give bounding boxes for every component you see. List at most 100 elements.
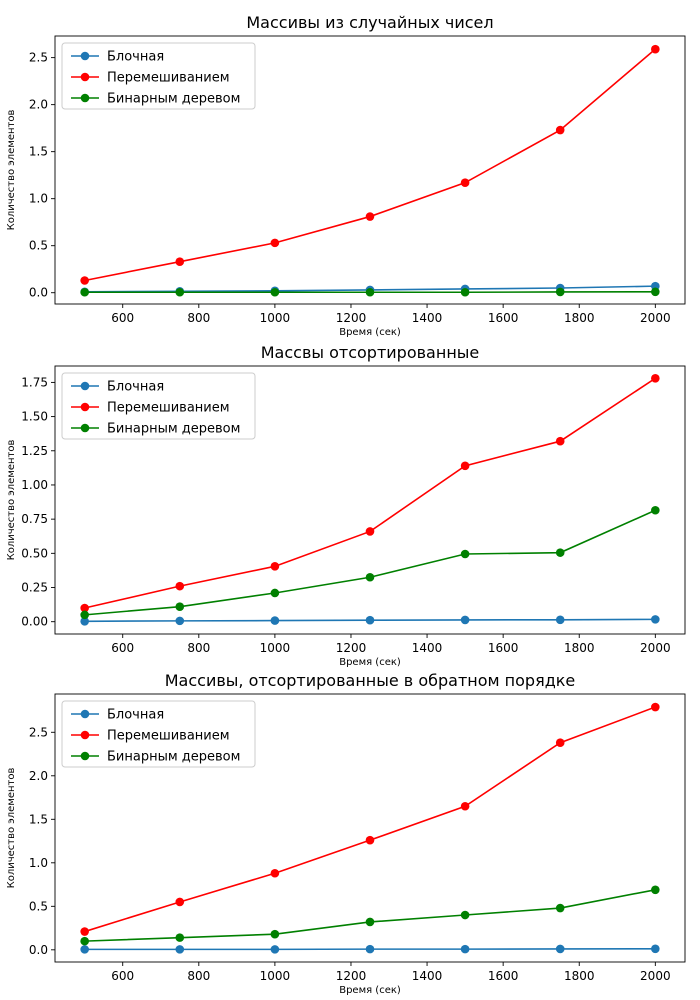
data-point [651, 505, 660, 515]
legend-swatch-marker [80, 730, 90, 740]
y-tick-label: 0.00 [21, 615, 48, 629]
data-point [365, 572, 375, 582]
data-point [175, 945, 185, 954]
data-point [555, 548, 565, 557]
data-point [365, 212, 375, 221]
data-point [460, 549, 470, 559]
x-tick-label: 800 [187, 641, 210, 655]
data-point [460, 910, 470, 920]
x-tick-label: 1400 [412, 311, 443, 325]
chart-title: Массивы из случайных чисел [246, 13, 493, 32]
y-tick-label: 0.5 [29, 899, 48, 913]
x-tick-label: 1200 [336, 641, 367, 655]
legend: Блочная Перемешиванием Бинарным деревом [61, 700, 256, 768]
data-point [270, 588, 280, 598]
y-tick-label: 0.50 [21, 546, 48, 560]
data-point [80, 603, 89, 613]
chart-title: Массвы отсортированные [261, 343, 480, 362]
x-tick-label: 1000 [260, 969, 291, 983]
y-tick-label: 2.0 [29, 98, 48, 112]
data-point [270, 945, 280, 954]
x-tick-label: 1000 [260, 641, 291, 655]
y-tick-label: 0.25 [21, 581, 48, 595]
chart-3: Массивы, отсортированные в обратном поря… [6, 671, 686, 996]
chart-title: Массивы, отсортированные в обратном поря… [165, 671, 576, 690]
x-tick-label: 800 [187, 969, 210, 983]
legend-swatch-marker [80, 709, 90, 719]
data-point [651, 944, 660, 954]
data-point [80, 616, 89, 626]
y-tick-label: 0.75 [21, 512, 48, 526]
data-point [80, 287, 89, 297]
x-axis-label: Время (сек) [339, 985, 401, 996]
y-tick-label: 1.5 [29, 145, 48, 159]
series-line-3 [84, 509, 656, 616]
data-point [460, 944, 470, 954]
legend-box [61, 700, 256, 768]
legend-box [61, 372, 256, 440]
data-point [365, 527, 375, 536]
legend-swatch-marker [80, 72, 90, 82]
data-point [555, 287, 565, 297]
legend-swatch-marker [80, 51, 90, 61]
x-tick-label: 2000 [640, 311, 671, 325]
data-point [175, 933, 185, 942]
x-tick-label: 1800 [564, 641, 595, 655]
y-tick-label: 1.25 [21, 444, 48, 458]
x-tick-label: 1800 [564, 969, 595, 983]
data-point [365, 287, 375, 297]
x-axis-label: Время (сек) [339, 657, 401, 668]
legend-label: Бинарным деревом [107, 422, 240, 437]
y-tick-label: 2.5 [29, 51, 48, 65]
legend-label: Блочная [107, 708, 164, 723]
legend-label: Перемешиванием [107, 71, 230, 86]
data-point [175, 287, 185, 297]
y-tick-label: 0.0 [29, 286, 48, 300]
data-point [175, 581, 185, 591]
x-tick-label: 1800 [564, 311, 595, 325]
data-point [270, 929, 280, 939]
x-tick-label: 1600 [488, 311, 519, 325]
data-point [270, 868, 280, 878]
data-point [555, 436, 565, 446]
data-point [651, 374, 660, 383]
axes-frame [54, 693, 686, 963]
data-point [80, 927, 89, 936]
data-point [555, 615, 565, 625]
x-tick-label: 1600 [488, 969, 519, 983]
x-tick-label: 2000 [640, 969, 671, 983]
data-point [365, 615, 375, 625]
x-tick-label: 800 [187, 311, 210, 325]
legend: Блочная Перемешиванием Бинарным деревом [61, 42, 256, 110]
data-point [80, 936, 89, 946]
y-tick-label: 1.0 [29, 856, 48, 870]
legend-swatch-marker [80, 423, 90, 433]
legend-swatch-marker [80, 93, 90, 103]
legend-swatch-marker [80, 381, 90, 391]
x-tick-label: 600 [111, 641, 134, 655]
data-point [555, 125, 565, 135]
chart-1: Массивы из случайных чисел 600 800 1000 1200… [6, 13, 686, 338]
x-tick-label: 1200 [336, 969, 367, 983]
data-point [651, 615, 660, 624]
data-point [651, 287, 660, 297]
y-tick-label: 2.0 [29, 769, 48, 783]
legend-swatch-marker [80, 402, 90, 412]
x-tick-label: 1000 [260, 311, 291, 325]
y-axis-label: Количество элементов [6, 768, 17, 889]
legend-label: Перемешиванием [107, 729, 230, 744]
y-tick-label: 2.5 [29, 725, 48, 739]
x-tick-label: 600 [111, 969, 134, 983]
chart-2: Массвы отсортированные 600 800 1000 1200 1400… [6, 343, 686, 668]
y-tick-label: 1.0 [29, 192, 48, 206]
x-axis-label: Время (сек) [339, 327, 401, 338]
x-tick-label: 600 [111, 311, 134, 325]
legend-label: Блочная [107, 380, 164, 395]
legend-label: Бинарным деревом [107, 92, 240, 107]
y-tick-label: 1.50 [21, 410, 48, 424]
data-point [270, 616, 280, 625]
y-tick-label: 1.75 [21, 375, 48, 389]
data-point [80, 610, 89, 620]
y-axis-label: Количество элементов [6, 110, 17, 231]
data-point [365, 944, 375, 954]
